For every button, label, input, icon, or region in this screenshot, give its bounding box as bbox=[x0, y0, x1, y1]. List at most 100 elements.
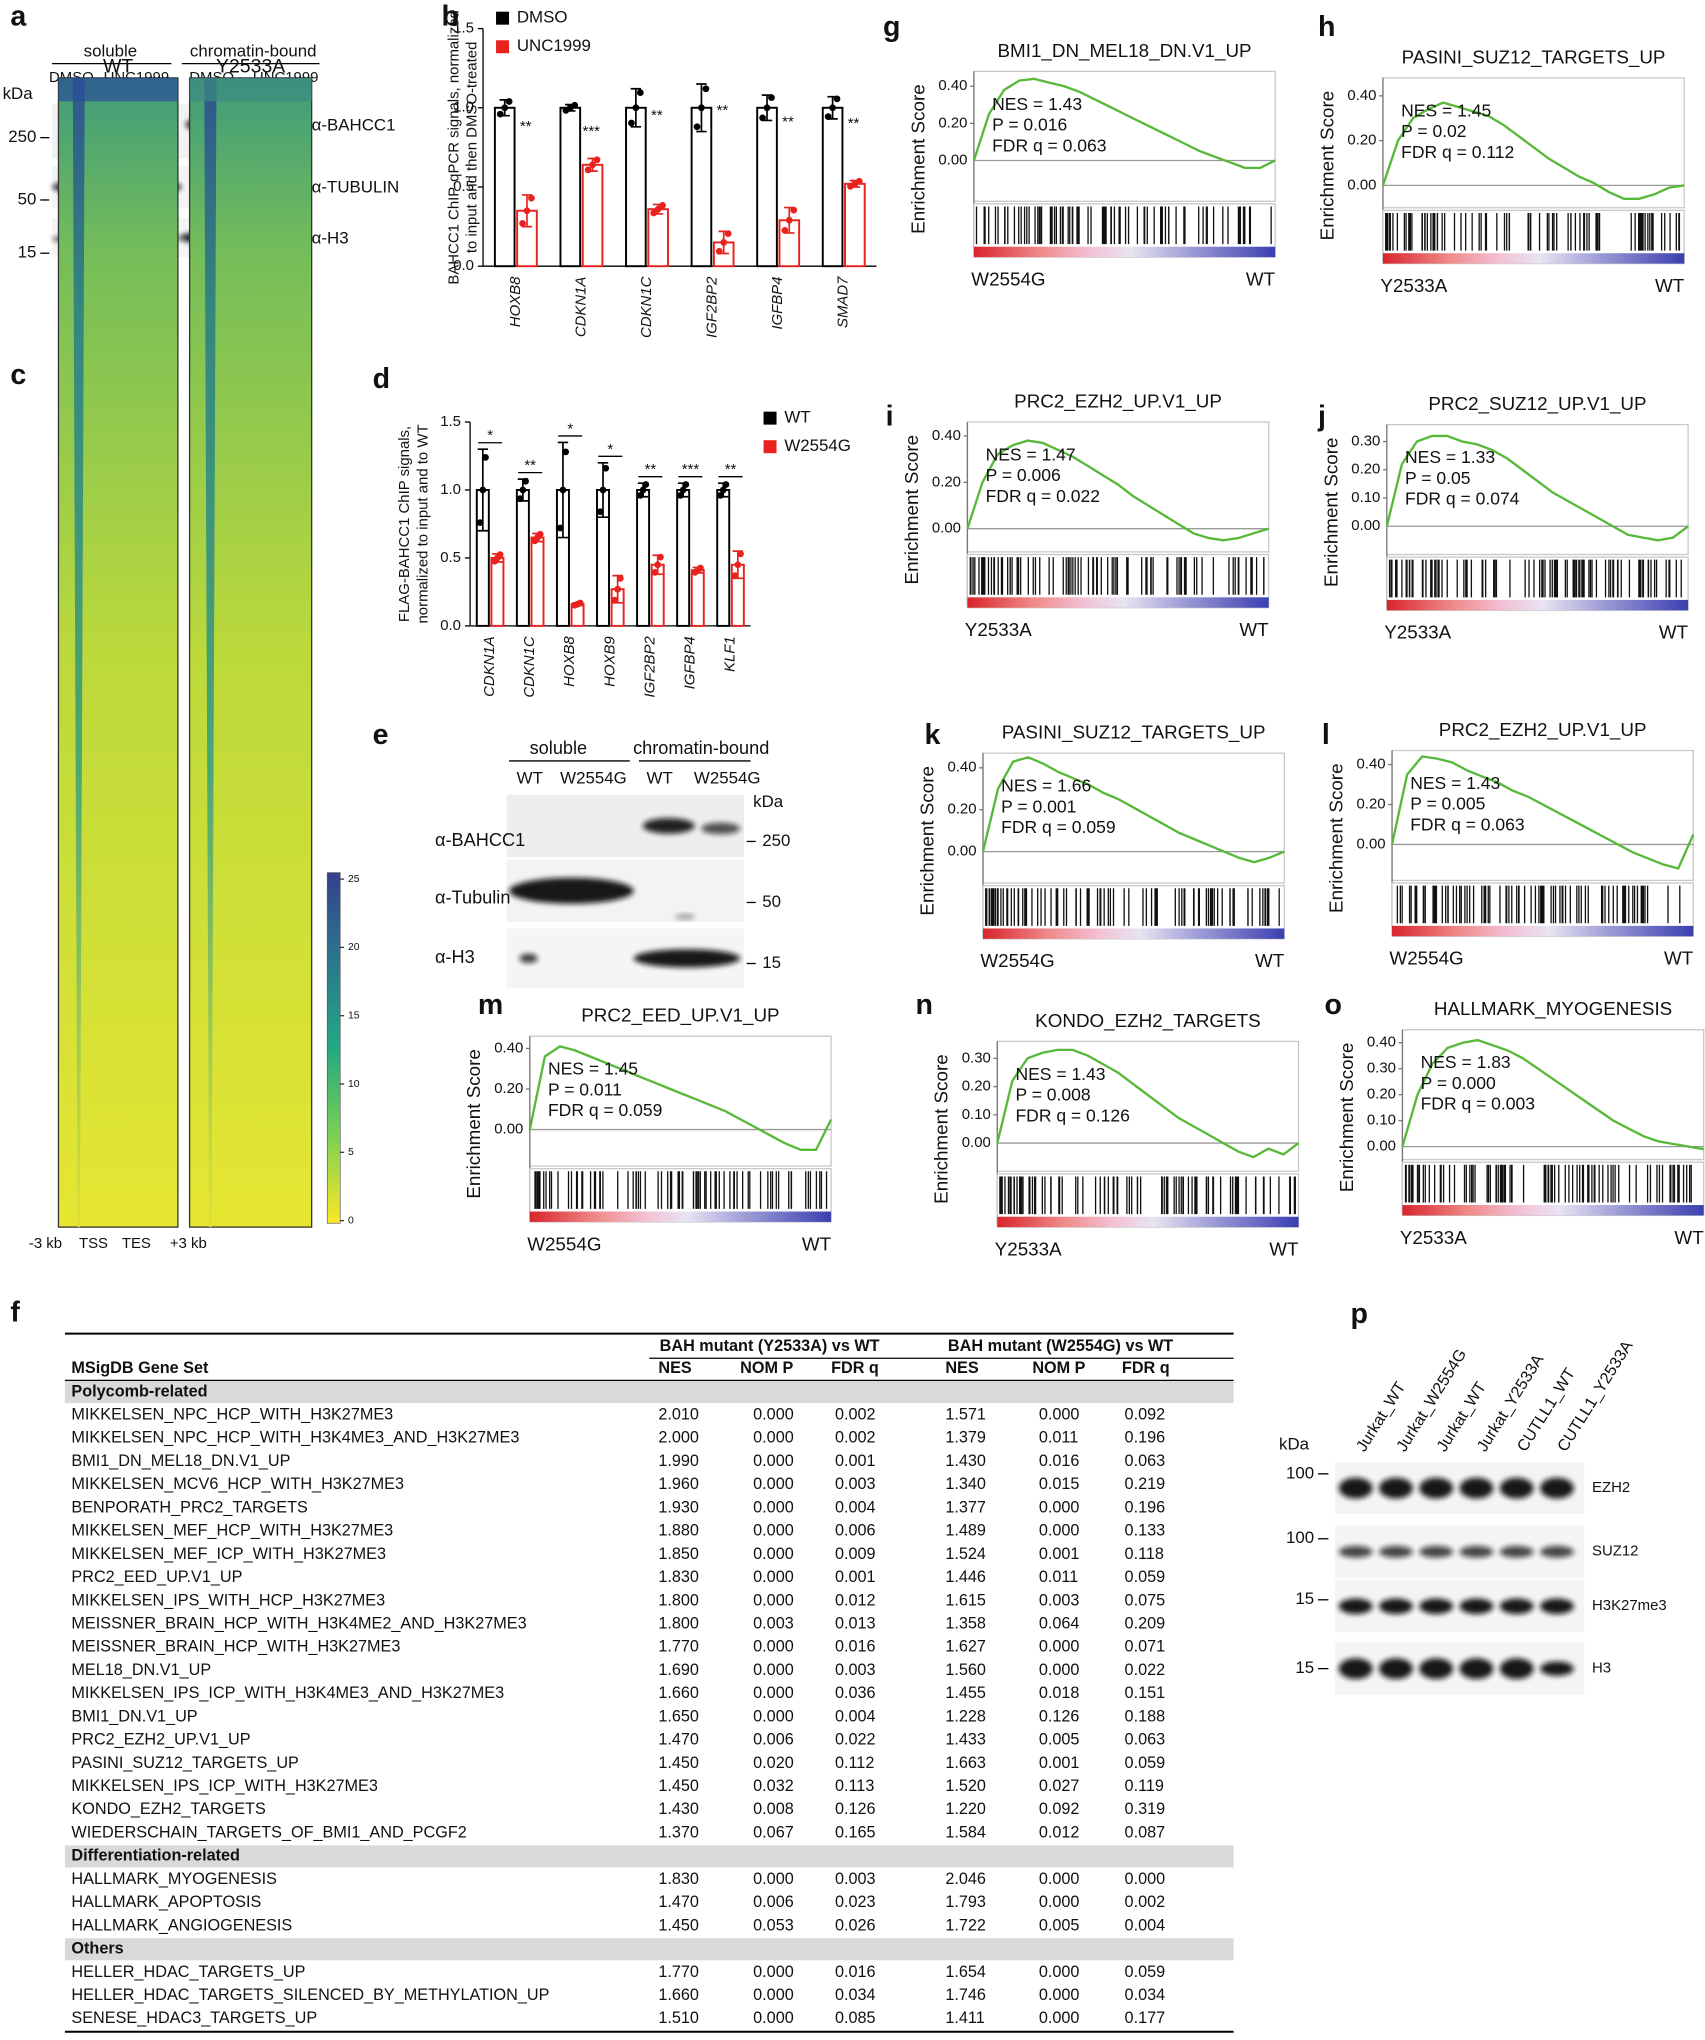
shape bbox=[58, 77, 178, 102]
group-label: chromatin-bound bbox=[633, 738, 769, 758]
enrichment-curve bbox=[1381, 101, 1685, 200]
table-number: 1.220 bbox=[945, 1800, 986, 1818]
table-number: 0.001 bbox=[835, 1452, 876, 1470]
data-point bbox=[505, 98, 513, 105]
table-number: 0.000 bbox=[1039, 1498, 1080, 1516]
table-number: 0.000 bbox=[1039, 1893, 1080, 1911]
data-point bbox=[829, 104, 836, 112]
table-number: 0.000 bbox=[753, 1707, 794, 1725]
blot-band bbox=[1540, 1598, 1574, 1615]
table-number: 0.006 bbox=[835, 1522, 876, 1540]
table-number: 0.000 bbox=[753, 1522, 794, 1540]
heatmap-core bbox=[72, 77, 85, 1228]
marker-label: 15 bbox=[18, 243, 37, 262]
table-number: 1.990 bbox=[658, 1452, 699, 1470]
y-tick-label: 0.20 bbox=[1357, 795, 1386, 812]
data-point bbox=[596, 508, 604, 516]
column-label: Y2533A bbox=[216, 56, 285, 78]
data-point bbox=[698, 104, 705, 112]
enrichment-curve bbox=[528, 1045, 833, 1152]
y-tick-label: 0.20 bbox=[932, 473, 961, 490]
data-point bbox=[516, 495, 524, 503]
y-tick-label: 0.10 bbox=[1367, 1112, 1396, 1129]
table-number: 0.016 bbox=[835, 1963, 876, 1981]
table-number: 1.228 bbox=[945, 1707, 986, 1725]
y-tick-label: 0.00 bbox=[1357, 835, 1386, 852]
gene-set-name: MIKKELSEN_IPS_ICP_WITH_H3K27ME3 bbox=[71, 1777, 377, 1795]
column-header: NES bbox=[658, 1359, 692, 1377]
data-point bbox=[731, 572, 739, 579]
table-number: 1.524 bbox=[945, 1545, 986, 1563]
y-axis-label: Enrichment Score bbox=[1316, 91, 1337, 241]
y-tick-label: 0.20 bbox=[947, 801, 976, 818]
data-point bbox=[501, 104, 509, 112]
y-tick-label: 0.30 bbox=[1351, 432, 1380, 449]
bar bbox=[690, 569, 705, 627]
table-number: 0.000 bbox=[1039, 1638, 1080, 1656]
y-axis-label: Enrichment Score bbox=[901, 435, 922, 585]
y-tick-label: 0.0 bbox=[453, 257, 474, 274]
x-tick-label: HOXB8 bbox=[561, 636, 578, 687]
gene-set-name: SENESE_HDAC3_TARGETS_UP bbox=[71, 2009, 317, 2027]
bar bbox=[559, 106, 582, 268]
y-tick-label: 0.10 bbox=[962, 1106, 991, 1123]
legend-label: DMSO bbox=[517, 8, 568, 27]
legend-swatch bbox=[496, 11, 510, 25]
gene-set-name: MEL18_DN.V1_UP bbox=[71, 1661, 211, 1679]
data-point bbox=[482, 453, 489, 461]
antibody-label: α-Tubulin bbox=[435, 887, 510, 907]
shape bbox=[1386, 599, 1689, 611]
table-number: 0.020 bbox=[753, 1754, 794, 1772]
annotation: FDR q = 0.022 bbox=[986, 486, 1100, 506]
data-point bbox=[522, 477, 529, 485]
table-number: 0.071 bbox=[1125, 1638, 1166, 1656]
data-point bbox=[589, 161, 596, 169]
colorbar-label: 5 bbox=[348, 1147, 354, 1158]
table-number: 0.063 bbox=[1125, 1452, 1166, 1470]
table-number: 0.003 bbox=[835, 1661, 876, 1679]
barcode bbox=[1385, 212, 1681, 251]
marker-label: 50 bbox=[18, 189, 37, 208]
x-tick-label: CDKN1A bbox=[481, 636, 498, 697]
shape bbox=[326, 872, 341, 1224]
data-point bbox=[642, 481, 650, 488]
table-number: 0.001 bbox=[835, 1568, 876, 1586]
blot-band bbox=[701, 822, 741, 835]
data-point bbox=[593, 156, 601, 164]
y-tick-label: 0.00 bbox=[1367, 1138, 1396, 1155]
table-number: 0.075 bbox=[1125, 1591, 1166, 1609]
lane-label: WT bbox=[517, 769, 543, 788]
section-title: Differentiation-related bbox=[71, 1847, 240, 1865]
y-tick-label: 0.00 bbox=[494, 1121, 523, 1138]
table-number: 1.690 bbox=[658, 1661, 699, 1679]
phenotype-label: Y2533A bbox=[1380, 275, 1447, 296]
phenotype-label: WT bbox=[1664, 948, 1694, 969]
antibody-label: α-H3 bbox=[435, 947, 475, 967]
shape bbox=[1392, 925, 1694, 937]
shape bbox=[64, 1938, 1234, 1961]
table-number: 0.000 bbox=[753, 1406, 794, 1424]
table-number: 1.455 bbox=[945, 1684, 986, 1702]
table-number: 0.023 bbox=[835, 1893, 876, 1911]
table-number: 1.627 bbox=[945, 1638, 986, 1656]
table-number: 0.059 bbox=[1125, 1963, 1166, 1981]
table-number: 1.663 bbox=[945, 1754, 986, 1772]
table-number: 0.026 bbox=[835, 1916, 876, 1934]
gene-set-name: BMI1_DN.V1_UP bbox=[71, 1707, 197, 1725]
table-number: 0.000 bbox=[753, 1545, 794, 1563]
y-tick-label: 0.00 bbox=[1351, 517, 1380, 534]
table-number: 1.800 bbox=[658, 1591, 699, 1609]
table-number: 0.085 bbox=[835, 2009, 876, 2027]
x-tick-label: TES bbox=[122, 1235, 151, 1252]
data-point bbox=[657, 553, 664, 561]
chart-title: PRC2_EZH2_UP.V1_UP bbox=[1439, 719, 1647, 741]
table-number: 2.000 bbox=[658, 1429, 699, 1447]
table-number: 1.379 bbox=[945, 1429, 986, 1447]
panel-letter: k bbox=[925, 719, 941, 751]
table-number: 0.004 bbox=[1125, 1916, 1166, 1934]
y-tick-label: 0.00 bbox=[932, 520, 961, 537]
data-point bbox=[763, 104, 771, 112]
phenotype-label: W2554G bbox=[980, 950, 1054, 971]
y-tick-label: 0.20 bbox=[962, 1078, 991, 1095]
